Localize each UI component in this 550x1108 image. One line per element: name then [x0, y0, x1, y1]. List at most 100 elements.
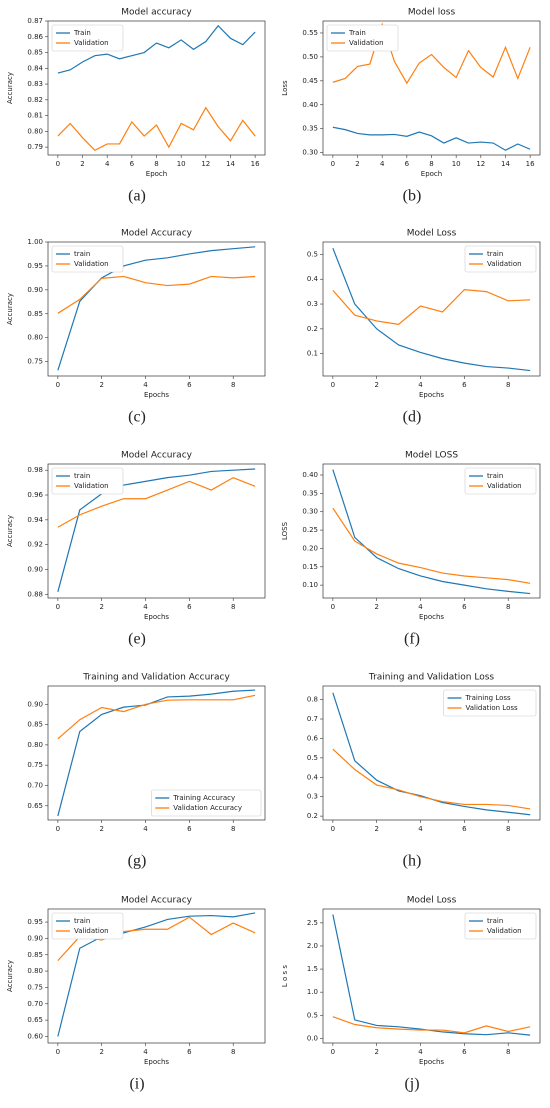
x-tick-label: 2	[374, 603, 378, 611]
x-tick-label: 14	[226, 160, 235, 168]
x-tick-label: 8	[506, 603, 510, 611]
series-line	[57, 24, 256, 74]
y-tick-label: 0.85	[27, 310, 43, 318]
legend-box	[326, 24, 399, 52]
y-tick-label: 0.80	[27, 127, 43, 135]
y-tick-label: 0.85	[27, 951, 43, 959]
y-axis-label: LOSS	[281, 521, 289, 540]
plot-frame	[47, 463, 266, 599]
x-tick-label: 2	[99, 1048, 103, 1056]
y-tick-label: 0.5	[307, 1011, 318, 1019]
series-line	[332, 748, 531, 810]
panel-label: (c)	[128, 409, 146, 426]
x-tick-label: 2	[80, 160, 84, 168]
y-tick-label: 0.35	[302, 125, 318, 133]
y-tick-label: 0.4	[307, 773, 319, 781]
y-tick-label: 0.65	[27, 802, 43, 810]
y-tick-label: 1.00	[27, 238, 43, 246]
y-tick-label: 0.75	[27, 983, 43, 991]
x-tick-label: 12	[201, 160, 210, 168]
plot-frame	[47, 908, 266, 1044]
y-tick-label: 0.3	[307, 300, 318, 308]
x-tick-label: 4	[143, 381, 148, 389]
x-axis-label: Epoch	[146, 170, 167, 178]
x-tick-label: 8	[231, 825, 235, 833]
legend-box	[151, 789, 262, 817]
panel-label: (i)	[129, 1076, 144, 1093]
y-tick-label: 0.40	[302, 471, 318, 479]
x-tick-label: 0	[56, 160, 60, 168]
y-tick-label: 0.87	[27, 17, 43, 25]
y-tick-label: 2.0	[307, 942, 318, 950]
x-tick-label: 8	[231, 381, 235, 389]
x-tick-label: 6	[187, 1048, 192, 1056]
x-tick-label: 2	[374, 1048, 378, 1056]
y-tick-label: 0.82	[27, 96, 43, 104]
x-tick-label: 2	[99, 381, 103, 389]
y-tick-label: 0.85	[27, 721, 43, 729]
x-tick-label: 6	[462, 1048, 467, 1056]
x-tick-label: 16	[526, 160, 535, 168]
y-axis-label: Accuracy	[6, 293, 14, 325]
y-tick-label: 0.80	[27, 334, 43, 342]
y-tick-label: 0.96	[27, 491, 43, 499]
chart-title: Model Loss	[407, 229, 457, 239]
y-tick-label: 0.85	[27, 49, 43, 57]
y-tick-label: 0.90	[27, 700, 43, 708]
x-axis-label: Epochs	[419, 1058, 444, 1066]
panel-label: (d)	[403, 409, 422, 426]
x-tick-label: 16	[251, 160, 260, 168]
x-axis-label: Epochs	[144, 1058, 169, 1066]
y-axis-label: Accuracy	[6, 960, 14, 992]
x-tick-label: 4	[418, 381, 423, 389]
chart-title: Model Loss	[407, 896, 457, 906]
plot-frame	[322, 908, 541, 1044]
chart-title: Model LOSS	[405, 451, 458, 461]
y-tick-label: 0.15	[302, 563, 318, 571]
legend-box	[464, 467, 537, 495]
series-line	[332, 507, 531, 584]
x-tick-label: 8	[506, 1048, 510, 1056]
chart-title: Model Accuracy	[121, 451, 193, 461]
x-tick-label: 2	[355, 160, 359, 168]
legend-label: train	[487, 917, 503, 925]
y-tick-label: 0.2	[307, 325, 318, 333]
y-tick-label: 0.20	[302, 544, 318, 552]
x-axis-label: Epochs	[419, 391, 444, 399]
x-tick-label: 4	[418, 603, 423, 611]
series-line	[57, 106, 256, 152]
x-tick-label: 8	[506, 825, 510, 833]
chart-title: Model Accuracy	[121, 896, 193, 906]
series-line	[57, 476, 256, 528]
series-line	[332, 289, 531, 326]
y-tick-label: 0.35	[302, 489, 318, 497]
x-axis-label: Epochs	[144, 391, 169, 399]
x-tick-label: 10	[177, 160, 186, 168]
x-tick-label: 4	[418, 825, 423, 833]
series-line	[57, 694, 256, 740]
y-tick-label: 0.5	[307, 754, 318, 762]
x-tick-label: 2	[374, 381, 378, 389]
x-tick-label: 6	[462, 825, 467, 833]
plot-frame	[322, 463, 541, 599]
x-tick-label: 8	[506, 381, 510, 389]
legend-label: Validation	[74, 482, 109, 490]
x-tick-label: 8	[231, 603, 235, 611]
legend-label: Training Loss	[465, 694, 512, 702]
series-line	[57, 275, 256, 314]
legend-label: Validation	[487, 927, 522, 935]
y-tick-label: 0.95	[27, 262, 43, 270]
y-tick-label: 0.0	[307, 1034, 318, 1042]
legend-box	[464, 245, 537, 273]
legend-label: train	[74, 917, 90, 925]
chart-title: Training and Validation Loss	[368, 673, 495, 683]
legend-label: Train	[73, 29, 91, 37]
legend-label: Validation	[74, 927, 109, 935]
panel-label: (a)	[128, 188, 146, 205]
x-tick-label: 0	[331, 825, 335, 833]
x-tick-label: 0	[331, 381, 335, 389]
y-tick-label: 0.5	[307, 250, 318, 258]
y-tick-label: 0.70	[27, 781, 43, 789]
y-tick-label: 0.92	[27, 541, 43, 549]
